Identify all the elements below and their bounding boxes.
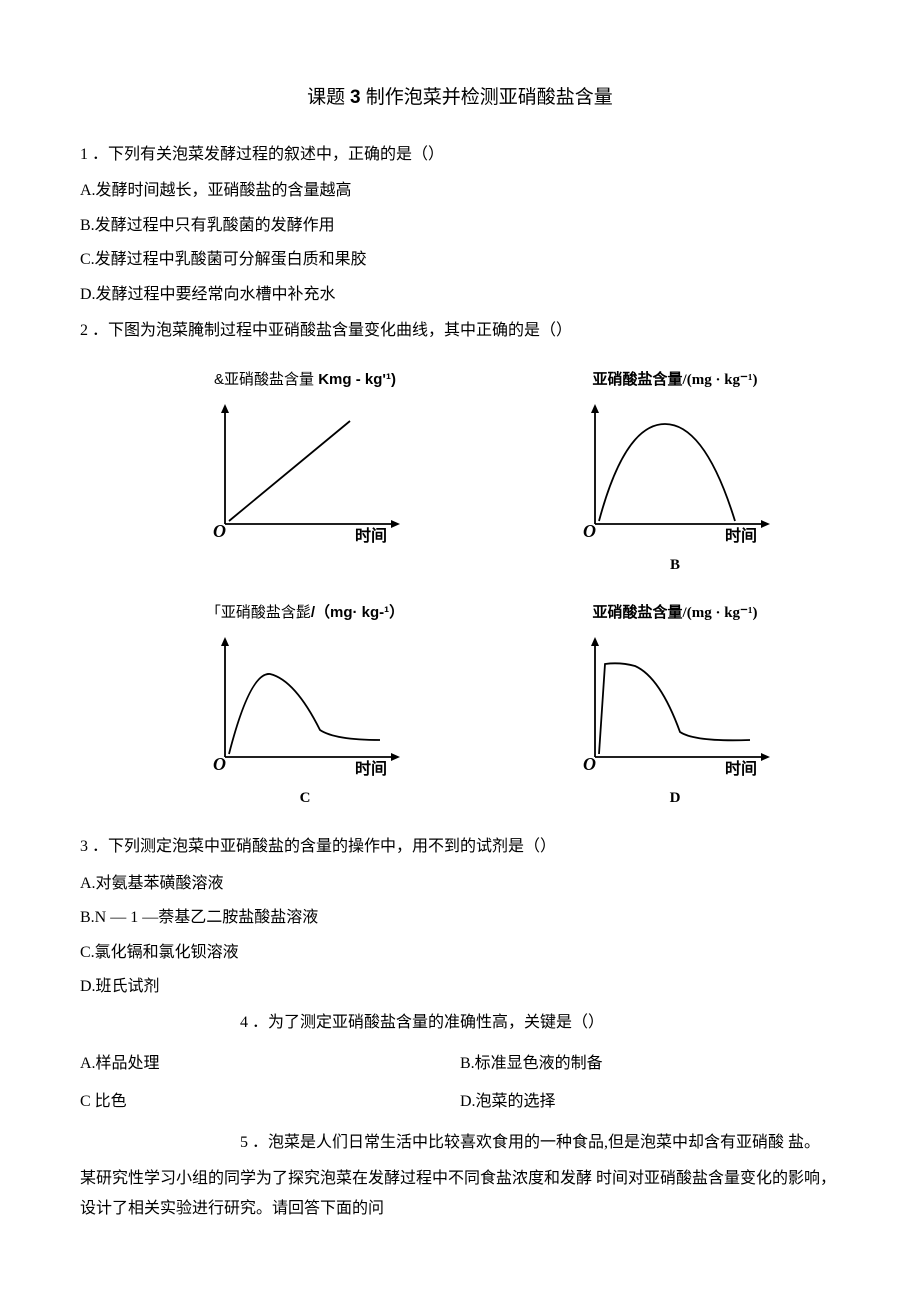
- chart-d: 亚硝酸盐含量/(mg · kg⁻¹) O 时间 D: [510, 599, 840, 812]
- q3-option-b: B.N — 1 —萘基乙二胺盐酸盐溶液: [80, 903, 840, 933]
- chart-c-origin: O: [213, 754, 226, 774]
- chart-d-sublabel: D: [670, 784, 681, 813]
- q4-option-d: D.泡菜的选择: [460, 1087, 840, 1117]
- q1-stem: 1 ．下列有关泡菜发酵过程的叙述中，正确的是（）: [80, 140, 840, 170]
- q4-row1: A.样品处理 B.标准显色液的制备: [80, 1045, 840, 1083]
- chart-b-xlabel: 时间: [725, 526, 757, 545]
- chart-a-xlabel: 时间: [355, 526, 387, 545]
- chart-a-origin: O: [213, 521, 226, 541]
- chart-d-ylabel: 亚硝酸盐含量/(mg · kg⁻¹): [593, 599, 758, 628]
- chart-a: &亚硝酸盐含量 Kmg - kg'¹) O 时间: [140, 366, 470, 579]
- q3-option-d: D.班氏试剂: [80, 972, 840, 1002]
- q2-stem: 2 ．下图为泡菜腌制过程中亚硝酸盐含量变化曲线，其中正确的是（）: [80, 316, 840, 346]
- q3-option-a: A.对氨基苯磺酸溶液: [80, 869, 840, 899]
- q4-option-a: A.样品处理: [80, 1049, 460, 1079]
- q4-option-c: C 比色: [80, 1087, 460, 1117]
- q3-stem: 3 ．下列测定泡菜中亚硝酸盐的含量的操作中，用不到的试剂是（）: [80, 832, 840, 862]
- q1-option-a: A.发酵时间越长，亚硝酸盐的含量越高: [80, 176, 840, 206]
- chart-c-xlabel: 时间: [355, 759, 387, 778]
- q4-row2: C 比色 D.泡菜的选择: [80, 1083, 840, 1121]
- q5-para1: 某研究性学习小组的同学为了探究泡菜在发酵过程中不同食盐浓度和发酵 时间对亚硝酸盐…: [80, 1164, 840, 1225]
- chart-d-svg: O 时间: [565, 632, 785, 782]
- page-title: 课题 3 制作泡菜并检测亚硝酸盐含量: [80, 80, 840, 116]
- q1-option-b: B.发酵过程中只有乳酸菌的发酵作用: [80, 211, 840, 241]
- chart-b-sublabel: B: [670, 551, 680, 580]
- chart-a-svg: O 时间: [195, 399, 415, 549]
- q4-stem: 4 ．为了测定亚硝酸盐含量的准确性高，关键是（）: [240, 1008, 840, 1038]
- title-rest: 制作泡菜并检测亚硝酸盐含量: [366, 87, 613, 108]
- charts-grid: &亚硝酸盐含量 Kmg - kg'¹) O 时间 亚硝酸盐含量/(mg · kg…: [140, 366, 840, 812]
- chart-c-ylabel: 「亚硝酸盐含髭/（mg· kg-¹）: [206, 599, 404, 628]
- q1-option-d: D.发酵过程中要经常向水槽中补充水: [80, 280, 840, 310]
- q4-option-b: B.标准显色液的制备: [460, 1049, 840, 1079]
- chart-b-origin: O: [583, 521, 596, 541]
- chart-c-ylabel-bold: /（mg· kg-¹）: [311, 604, 404, 621]
- q5-stem: 5 ．泡菜是人们日常生活中比较喜欢食用的一种食品,但是泡菜中却含有亚硝酸 盐。: [240, 1128, 840, 1158]
- chart-a-ylabel: &亚硝酸盐含量 Kmg - kg'¹): [214, 366, 396, 395]
- title-bold: 3: [350, 87, 366, 108]
- title-prefix: 课题: [307, 87, 350, 108]
- chart-c-svg: O 时间: [195, 632, 415, 782]
- q1-option-c: C.发酵过程中乳酸菌可分解蛋白质和果胶: [80, 245, 840, 275]
- chart-b-svg: O 时间: [565, 399, 785, 549]
- chart-c-sublabel: C: [300, 784, 311, 813]
- chart-b: 亚硝酸盐含量/(mg · kg⁻¹) O 时间 B: [510, 366, 840, 579]
- chart-c: 「亚硝酸盐含髭/（mg· kg-¹） O 时间 C: [140, 599, 470, 812]
- q3-option-c: C.氯化镉和氯化钡溶液: [80, 938, 840, 968]
- chart-a-ylabel-bold: Kmg - kg'¹): [318, 371, 396, 388]
- chart-c-ylabel-prefix: 「亚硝酸盐含髭: [206, 604, 311, 621]
- chart-a-ylabel-prefix: &亚硝酸盐含量: [214, 371, 318, 388]
- chart-d-xlabel: 时间: [725, 759, 757, 778]
- chart-d-origin: O: [583, 754, 596, 774]
- chart-b-ylabel: 亚硝酸盐含量/(mg · kg⁻¹): [593, 366, 758, 395]
